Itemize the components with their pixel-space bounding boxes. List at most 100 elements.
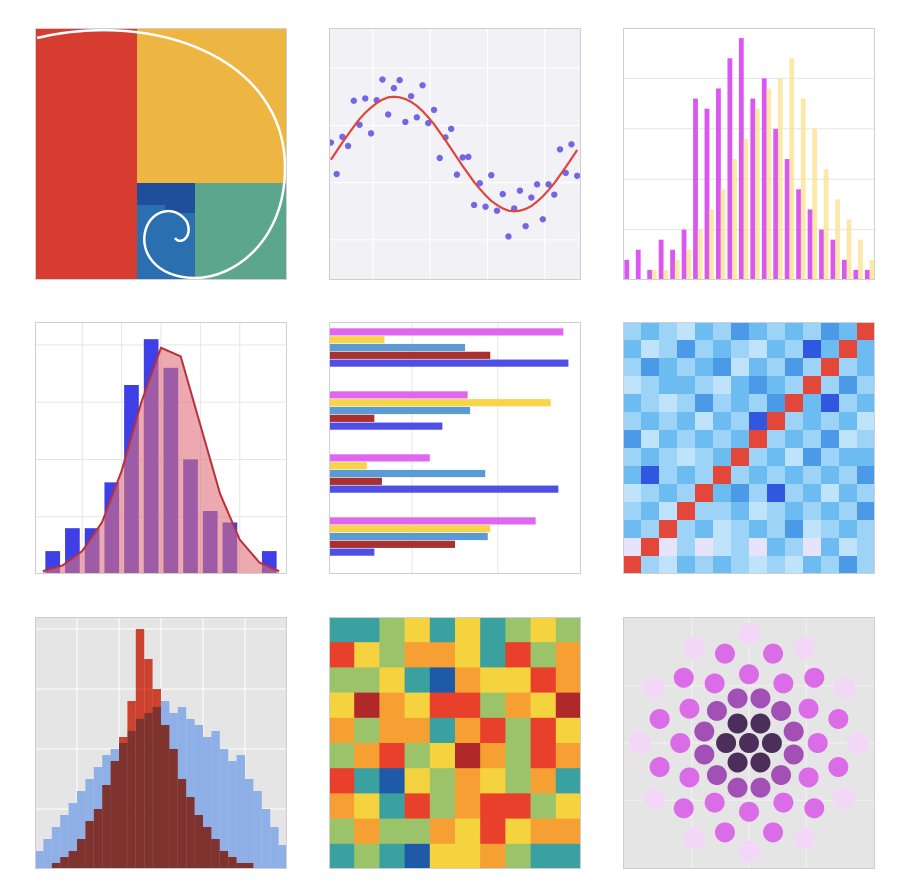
cell — [767, 538, 786, 557]
cell — [677, 466, 696, 485]
point — [771, 765, 792, 786]
cell — [749, 520, 768, 539]
point — [670, 733, 691, 753]
bar — [858, 239, 863, 280]
bar — [761, 78, 767, 280]
bar — [329, 343, 466, 352]
cell — [821, 358, 840, 377]
point — [459, 154, 466, 161]
cell — [659, 448, 678, 467]
cell — [803, 376, 822, 395]
cell — [659, 322, 678, 341]
bar — [709, 209, 714, 280]
point — [551, 191, 558, 198]
histogram-series — [51, 629, 254, 869]
cell — [623, 394, 642, 413]
plot-frame — [623, 28, 875, 280]
histogram-bar — [127, 701, 136, 869]
cell — [749, 358, 768, 377]
point — [783, 721, 804, 742]
bar — [635, 249, 641, 280]
cell — [821, 394, 840, 413]
cell — [429, 667, 456, 693]
point — [344, 142, 352, 150]
cell — [505, 692, 531, 719]
plot-frame — [35, 28, 287, 280]
bar — [647, 269, 653, 280]
cell — [677, 358, 696, 377]
cell — [659, 484, 678, 503]
cell — [659, 394, 678, 413]
cell — [677, 412, 696, 431]
histogram-bar — [219, 851, 229, 869]
cell — [530, 843, 557, 869]
cell — [731, 376, 750, 395]
histogram-bar — [253, 791, 262, 869]
cell — [785, 358, 804, 377]
cell — [641, 502, 660, 521]
cell — [695, 448, 714, 467]
cell — [505, 717, 531, 744]
point — [413, 114, 421, 121]
cell — [785, 376, 804, 395]
cell — [821, 376, 840, 395]
cell — [857, 466, 875, 485]
cell — [785, 520, 804, 539]
bar — [686, 249, 692, 280]
cell — [530, 717, 557, 744]
point — [761, 733, 782, 753]
point — [447, 125, 455, 132]
plot-frame — [329, 28, 581, 280]
cell — [785, 430, 804, 449]
cell — [404, 818, 431, 845]
cell — [455, 818, 481, 845]
cell — [404, 667, 431, 693]
cell — [857, 484, 875, 503]
cell — [785, 556, 804, 574]
cell — [641, 448, 660, 467]
histogram-bar — [228, 761, 237, 869]
cell — [713, 430, 732, 449]
point — [694, 721, 715, 742]
histogram-bar — [194, 725, 203, 869]
cell — [767, 484, 786, 503]
cell — [713, 376, 732, 395]
cell — [857, 520, 875, 539]
plot-area — [35, 28, 287, 280]
cell — [480, 642, 506, 668]
bar — [738, 38, 744, 280]
cell — [677, 376, 696, 395]
plot-frame — [329, 617, 581, 869]
cell — [555, 667, 581, 693]
cell — [455, 717, 481, 744]
cell — [749, 430, 768, 449]
bar — [329, 351, 491, 359]
cell — [749, 502, 768, 521]
point — [773, 792, 794, 813]
cell — [821, 412, 840, 431]
tile — [165, 183, 195, 213]
cell — [731, 520, 750, 539]
cell — [677, 448, 696, 467]
cell — [839, 412, 858, 431]
bar — [784, 159, 790, 280]
bar — [329, 462, 367, 470]
point — [470, 201, 478, 209]
histogram-bar — [161, 725, 170, 869]
cell — [821, 520, 840, 539]
bar — [800, 98, 806, 280]
cell — [455, 692, 481, 719]
cell — [713, 466, 732, 485]
cell — [329, 642, 355, 668]
cell — [839, 556, 858, 574]
cell — [354, 642, 380, 668]
point — [642, 786, 665, 809]
bar — [853, 269, 859, 280]
panel — [329, 617, 581, 869]
cell — [354, 692, 380, 719]
cell — [379, 818, 405, 845]
cell — [677, 340, 696, 359]
bar — [670, 249, 676, 280]
cell — [857, 412, 875, 431]
cell — [803, 556, 822, 574]
